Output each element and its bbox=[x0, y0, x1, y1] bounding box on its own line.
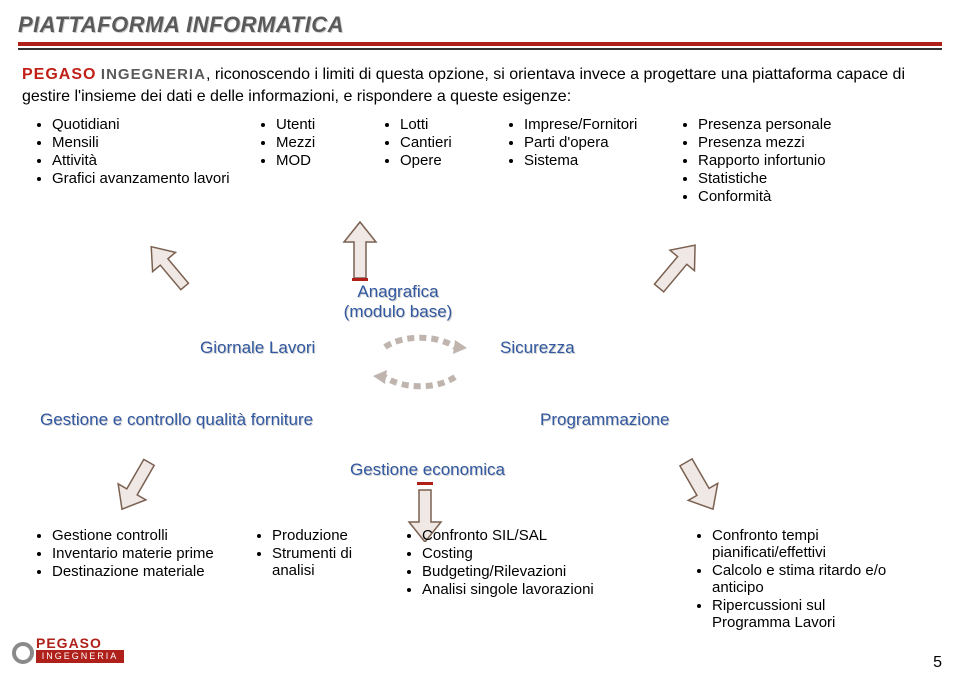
module-giornale: Giornale Lavori bbox=[200, 338, 315, 358]
brand-name-red: PEGASO bbox=[22, 66, 96, 83]
list-item: Imprese/Fornitori bbox=[524, 116, 668, 133]
top-columns: Quotidiani Mensili Attività Grafici avan… bbox=[0, 113, 960, 206]
list-item: Lotti bbox=[400, 116, 494, 133]
list-item: Attività bbox=[52, 152, 246, 169]
footer-logo: PEGASO INGEGNERIA bbox=[14, 636, 124, 672]
accent-bar bbox=[18, 42, 942, 46]
list-item: Budgeting/Rilevazioni bbox=[422, 563, 596, 580]
col-presenza: Presenza personale Presenza mezzi Rappor… bbox=[682, 115, 882, 206]
arrow-down-right-icon bbox=[650, 438, 740, 518]
col-lotti: Lotti Cantieri Opere bbox=[384, 115, 494, 206]
logo-text-bottom: INGEGNERIA bbox=[36, 650, 124, 663]
brand-name-grey: INGEGNERIA bbox=[101, 66, 206, 83]
col-confronto: Confronto SIL/SAL Costing Budgeting/Rile… bbox=[406, 526, 596, 632]
list-item: Utenti bbox=[276, 116, 370, 133]
module-economica: Gestione economica bbox=[350, 460, 505, 480]
list-item: Cantieri bbox=[400, 134, 494, 151]
cycle-arrows-icon bbox=[355, 322, 485, 402]
list-item: Opere bbox=[400, 152, 494, 169]
col-report: Quotidiani Mensili Attività Grafici avan… bbox=[36, 115, 246, 206]
list-item: Produzione bbox=[272, 527, 386, 544]
intro-paragraph: PEGASO INGEGNERIA, riconoscendo i limiti… bbox=[0, 60, 960, 113]
page-number: 5 bbox=[933, 654, 942, 672]
col-utenti: Utenti Mezzi MOD bbox=[260, 115, 370, 206]
module-anagrafica: Anagrafica (modulo base) bbox=[313, 282, 483, 322]
list-item: Inventario materie prime bbox=[52, 545, 236, 562]
list-item: Mensili bbox=[52, 134, 246, 151]
col-produzione: Produzione Strumenti di analisi bbox=[256, 526, 386, 632]
list-item: Presenza personale bbox=[698, 116, 882, 133]
col-gestione: Gestione controlli Inventario materie pr… bbox=[36, 526, 236, 632]
list-item: Parti d'opera bbox=[524, 134, 668, 151]
diagram-area: Anagrafica (modulo base) Giornale Lavori… bbox=[0, 260, 960, 660]
list-item: Rapporto infortunio bbox=[698, 152, 882, 169]
arrow-down-left-icon bbox=[100, 438, 180, 518]
list-item: Calcolo e stima ritardo e/o anticipo bbox=[712, 562, 896, 596]
divider bbox=[18, 48, 942, 50]
list-item: Quotidiani bbox=[52, 116, 246, 133]
module-sicurezza: Sicurezza bbox=[500, 338, 575, 358]
list-item: Grafici avanzamento lavori bbox=[52, 170, 246, 187]
list-item: Analisi singole lavorazioni bbox=[422, 581, 596, 598]
list-item: Costing bbox=[422, 545, 596, 562]
arrow-up-right-icon bbox=[620, 230, 720, 320]
list-item: Ripercussioni sul Programma Lavori bbox=[712, 597, 896, 631]
col-tempi: Confronto tempi pianificati/effettivi Ca… bbox=[696, 526, 896, 632]
page-title: PIATTAFORMA INFORMATICA bbox=[0, 0, 960, 42]
arrow-up-left-icon bbox=[130, 230, 220, 320]
list-item: Gestione controlli bbox=[52, 527, 236, 544]
list-item: Presenza mezzi bbox=[698, 134, 882, 151]
col-imprese: Imprese/Fornitori Parti d'opera Sistema bbox=[508, 115, 668, 206]
list-item: Conformità bbox=[698, 188, 882, 205]
arrow-up-mid-icon bbox=[330, 218, 390, 288]
list-item: Confronto tempi pianificati/effettivi bbox=[712, 527, 896, 561]
list-item: Sistema bbox=[524, 152, 668, 169]
logo-text-top: PEGASO bbox=[36, 636, 124, 650]
list-item: Statistiche bbox=[698, 170, 882, 187]
module-programmazione: Programmazione bbox=[540, 410, 669, 430]
bottom-columns: Gestione controlli Inventario materie pr… bbox=[36, 526, 936, 632]
logo-ring-icon bbox=[12, 642, 34, 664]
list-item: MOD bbox=[276, 152, 370, 169]
module-qualita: Gestione e controllo qualità forniture bbox=[40, 410, 313, 430]
list-item: Mezzi bbox=[276, 134, 370, 151]
list-item: Strumenti di analisi bbox=[272, 545, 386, 579]
list-item: Destinazione materiale bbox=[52, 563, 236, 580]
list-item: Confronto SIL/SAL bbox=[422, 527, 596, 544]
